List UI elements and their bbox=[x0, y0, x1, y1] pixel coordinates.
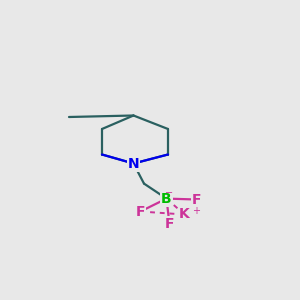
Text: B: B bbox=[161, 192, 172, 206]
Text: F: F bbox=[136, 205, 145, 218]
Text: −: − bbox=[165, 188, 174, 198]
Text: N: N bbox=[128, 157, 139, 170]
Text: F: F bbox=[165, 218, 174, 231]
Text: K: K bbox=[179, 208, 190, 221]
Text: +: + bbox=[192, 206, 200, 217]
Text: F: F bbox=[192, 193, 201, 206]
